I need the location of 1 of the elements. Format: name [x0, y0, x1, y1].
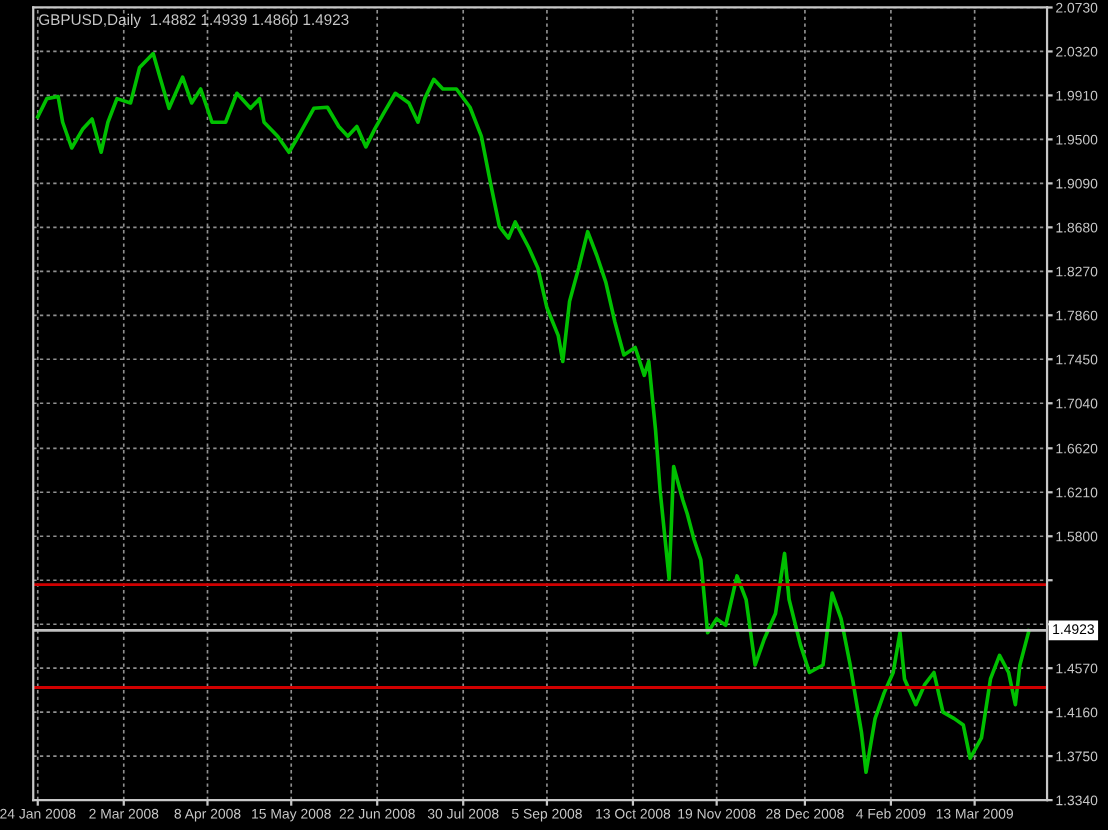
- line-series: [35, 51, 1031, 775]
